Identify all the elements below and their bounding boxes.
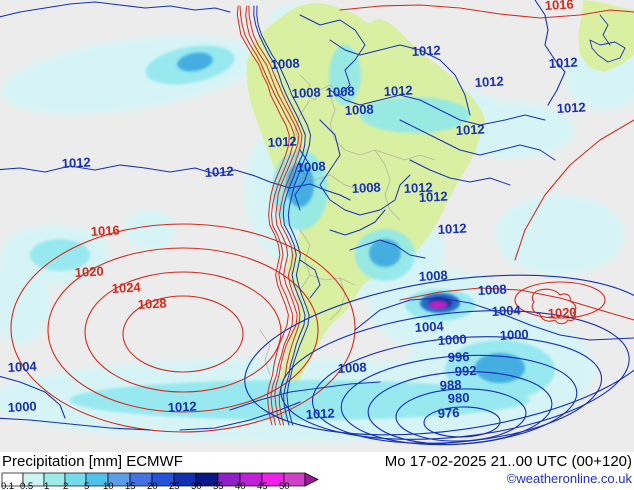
- svg-text:20: 20: [147, 481, 158, 490]
- svg-text:35: 35: [213, 481, 224, 490]
- svg-text:1012: 1012: [167, 399, 197, 415]
- svg-text:1012: 1012: [305, 406, 335, 422]
- svg-text:1004: 1004: [7, 358, 37, 375]
- svg-text:1028: 1028: [137, 296, 167, 312]
- svg-text:Precipitation [mm] ECMWF: Precipitation [mm] ECMWF: [2, 453, 183, 470]
- svg-text:1012: 1012: [455, 122, 485, 138]
- svg-text:1012: 1012: [61, 155, 91, 171]
- svg-text:1000: 1000: [7, 399, 37, 415]
- svg-text:1008: 1008: [291, 85, 321, 101]
- svg-text:©weatheronline.co.uk: ©weatheronline.co.uk: [507, 471, 633, 486]
- svg-text:1008: 1008: [325, 84, 355, 100]
- svg-text:30: 30: [191, 481, 202, 490]
- svg-text:Mo 17-02-2025 21..00 UTC (00+1: Mo 17-02-2025 21..00 UTC (00+120): [385, 453, 632, 470]
- svg-text:1000: 1000: [437, 332, 467, 348]
- svg-text:1008: 1008: [418, 268, 448, 284]
- svg-text:1012: 1012: [437, 221, 467, 237]
- svg-text:1008: 1008: [477, 282, 507, 298]
- svg-text:1012: 1012: [548, 55, 578, 71]
- svg-text:45: 45: [257, 481, 268, 490]
- svg-text:980: 980: [447, 390, 469, 406]
- svg-text:1: 1: [44, 481, 49, 490]
- svg-text:1008: 1008: [296, 159, 326, 175]
- svg-text:0.1: 0.1: [1, 481, 14, 490]
- svg-text:1008: 1008: [344, 102, 374, 118]
- svg-text:1012: 1012: [418, 189, 448, 205]
- svg-text:1008: 1008: [351, 180, 381, 196]
- svg-text:0.5: 0.5: [20, 481, 33, 490]
- svg-text:1020: 1020: [547, 305, 577, 321]
- svg-text:1016: 1016: [544, 0, 574, 13]
- svg-text:1012: 1012: [474, 74, 504, 90]
- svg-text:10: 10: [103, 481, 114, 490]
- svg-text:1024: 1024: [111, 279, 141, 296]
- svg-text:40: 40: [235, 481, 246, 490]
- svg-text:1004: 1004: [491, 302, 521, 319]
- svg-text:1020: 1020: [74, 264, 104, 280]
- svg-text:50: 50: [279, 481, 290, 490]
- svg-text:15: 15: [125, 481, 136, 490]
- svg-text:1000: 1000: [499, 327, 529, 343]
- svg-text:1012: 1012: [556, 100, 586, 116]
- svg-text:1012: 1012: [204, 164, 234, 180]
- svg-text:5: 5: [84, 481, 89, 490]
- svg-text:1008: 1008: [337, 360, 367, 376]
- svg-text:1012: 1012: [267, 134, 297, 150]
- svg-text:1008: 1008: [270, 56, 300, 72]
- svg-text:976: 976: [437, 405, 459, 421]
- svg-text:1012: 1012: [383, 83, 413, 99]
- svg-text:2: 2: [63, 481, 68, 490]
- svg-text:1012: 1012: [411, 43, 441, 59]
- svg-text:1016: 1016: [90, 223, 120, 239]
- svg-text:25: 25: [169, 481, 180, 490]
